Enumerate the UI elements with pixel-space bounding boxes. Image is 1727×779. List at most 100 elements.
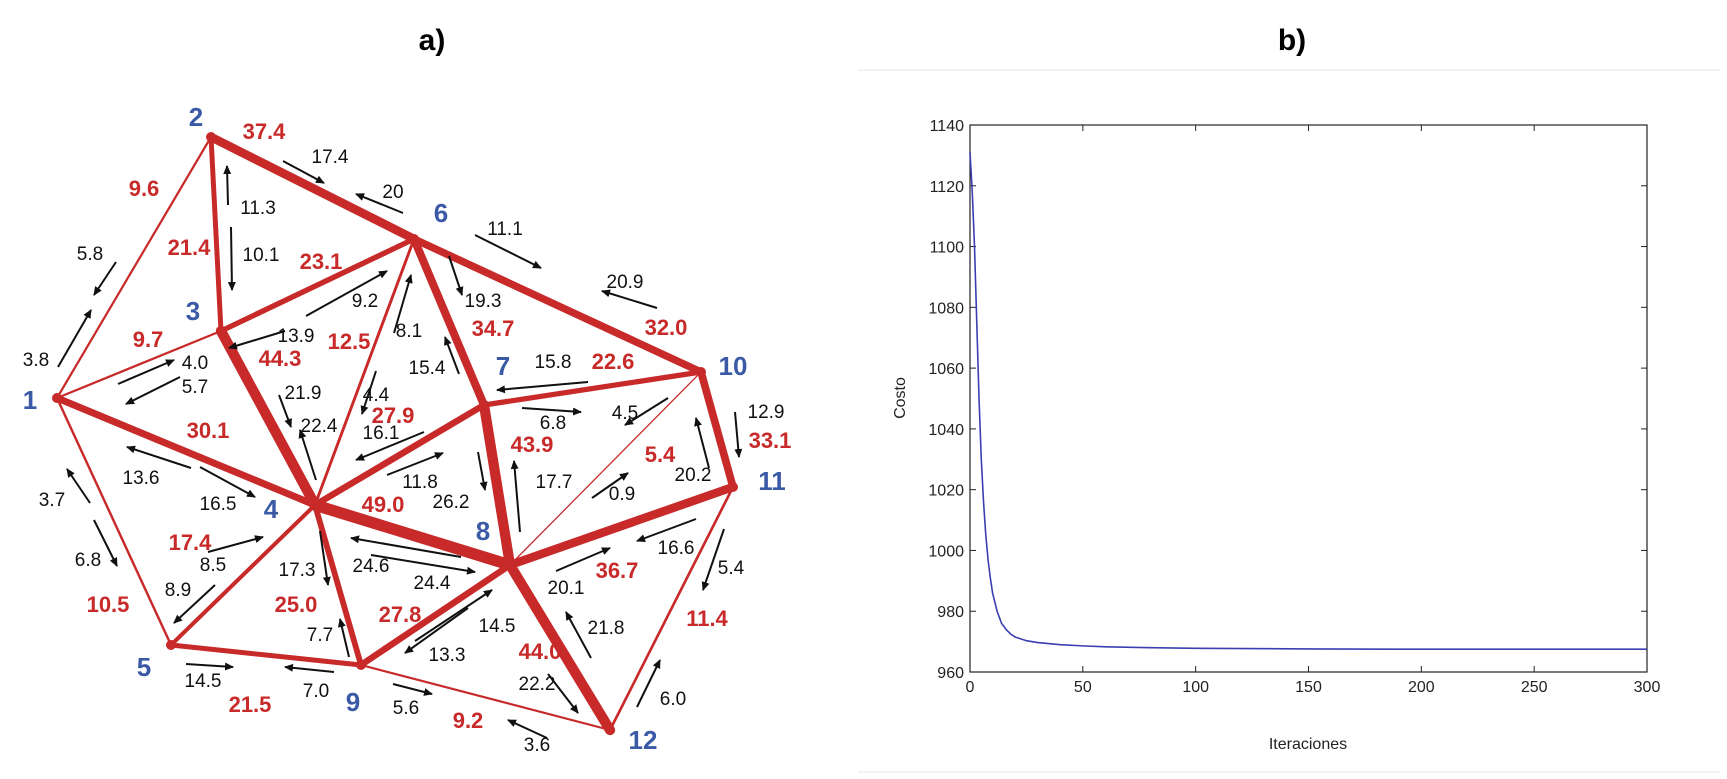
edge-8-11	[505, 482, 738, 570]
flow-arrow-5-9-2	[284, 663, 335, 673]
flow-arrow-8-10-2	[591, 472, 629, 499]
flow-value-4-7-2: 11.8	[402, 472, 438, 493]
edge-value-1-3: 9.7	[133, 327, 164, 352]
flow-value-4-8-1: 24.6	[353, 556, 390, 577]
y-tick-label: 1100	[930, 240, 965, 257]
node-label-10: 10	[719, 351, 748, 381]
flow-value-2-6-2: 20	[382, 182, 403, 203]
panel-b: b) 0 50 100 150 200 250 300 960 980 1000 1020 1040 1…	[858, 24, 1720, 773]
node-label-4: 4	[264, 494, 279, 524]
flow-arrow-8-9-1	[414, 589, 493, 642]
node-1	[52, 393, 62, 403]
x-tick-label: 200	[1408, 679, 1435, 696]
node-6	[409, 234, 419, 244]
edge-4-8	[309, 499, 516, 571]
flow-arrow-9-12-2	[507, 719, 548, 739]
flow-value-11-12-1: 5.4	[718, 558, 745, 579]
node-label-3: 3	[186, 296, 200, 326]
edge-4-7	[311, 401, 488, 509]
flow-value-7-8-2: 17.7	[536, 472, 573, 493]
x-tick-label: 250	[1521, 679, 1548, 696]
flow-arrow-8-10-1	[624, 397, 669, 426]
flow-value-1-5-2: 6.8	[75, 550, 101, 571]
flow-arrow-7-8-1	[477, 451, 488, 491]
node-label-1: 1	[23, 385, 37, 415]
flow-arrow-1-4-1	[126, 445, 192, 469]
x-tick-label: 0	[966, 679, 975, 696]
x-tick-label: 100	[1182, 679, 1209, 696]
node-7	[479, 400, 489, 410]
flow-value-7-8-1: 26.2	[433, 492, 470, 513]
flow-arrow-4-5-1	[207, 535, 264, 553]
flow-value-4-5-2: 8.9	[165, 580, 191, 601]
flow-value-1-2-1: 5.8	[77, 244, 103, 265]
edge-value-6-7: 34.7	[472, 316, 515, 341]
y-tick-label: 1080	[928, 300, 964, 317]
flow-value-4-7-1: 16.1	[363, 423, 400, 444]
flow-arrow-3-6-1	[305, 270, 388, 317]
flow-arrow-1-4-2	[199, 466, 256, 498]
flow-arrow-3-4-2	[298, 429, 317, 481]
flow-arrow-10-11-2	[694, 417, 710, 469]
node-label-6: 6	[434, 198, 448, 228]
flow-arrow-4-7-2	[386, 452, 444, 476]
cost-curve	[969, 152, 1647, 651]
edge-value-3-4: 44.3	[259, 346, 302, 371]
flow-value-2-3-2: 10.1	[243, 245, 280, 266]
y-tick-label: 1040	[928, 422, 964, 439]
plot-frame	[969, 124, 1648, 673]
flow-arrow-1-5-1	[66, 468, 91, 504]
flow-value-8-12-1: 21.8	[588, 618, 625, 639]
flow-value-9-12-2: 3.6	[524, 735, 550, 756]
flow-value-1-4-2: 16.5	[200, 494, 237, 515]
flow-value-8-10-2: 0.9	[609, 484, 635, 505]
flow-value-10-11-2: 20.2	[675, 465, 712, 486]
flow-arrow-6-10-2	[601, 289, 658, 309]
edge-value-2-6: 37.4	[243, 119, 287, 144]
edge-2-3	[208, 134, 224, 334]
edge-value-9-12: 9.2	[453, 708, 484, 733]
flow-value-8-11-2: 20.1	[548, 578, 585, 599]
node-label-8: 8	[476, 516, 490, 546]
flow-value-5-9-2: 7.0	[303, 681, 329, 702]
flow-value-3-4-1: 21.9	[285, 383, 322, 404]
edge-value-10-11: 33.1	[749, 428, 792, 453]
edge-value-5-9: 21.5	[229, 692, 272, 717]
node-label-11: 11	[758, 466, 786, 496]
edge-8-12	[504, 559, 616, 736]
y-tick-label: 1000	[928, 543, 964, 560]
flow-value-3-6-1: 9.2	[352, 291, 378, 312]
flow-arrow-10-11-1	[734, 411, 743, 458]
axis-ticks: 0 50 100 150 200 250 300 960 980 1000 1020 1040 1060…	[928, 118, 1660, 696]
panel-a: a) 9.69.730.110.521.437.423.144.312.534.…	[23, 24, 792, 756]
edge-2-6	[206, 132, 419, 244]
flow-arrow-4-9-2	[337, 618, 350, 658]
edge-7-10	[481, 369, 704, 408]
flow-arrow-2-3-2	[227, 226, 236, 291]
edge-value-8-11: 36.7	[596, 558, 639, 583]
edge-value-11-12: 11.4	[686, 606, 728, 631]
flow-arrow-7-10-1	[496, 381, 589, 394]
edge-value-8-12: 44.0	[519, 639, 562, 664]
flow-arrow-8-9-2	[404, 607, 469, 654]
edge-value-7-10: 22.6	[592, 349, 635, 374]
flow-arrow-5-9-1	[185, 662, 234, 671]
flow-arrow-3-4-1	[278, 394, 292, 428]
flow-arrow-11-12-2	[636, 659, 661, 708]
node-10	[696, 367, 706, 377]
edge-value-8-9: 27.8	[379, 602, 422, 627]
edge-value-6-10: 32.0	[645, 315, 688, 340]
edge-5-9	[168, 642, 364, 668]
network-edges: 9.69.730.110.521.437.423.144.312.534.7 32…	[53, 119, 792, 736]
flow-arrow-4-8-2	[370, 554, 476, 575]
flow-arrow-4-8-1	[350, 535, 462, 558]
flow-arrow-2-6-1	[282, 160, 325, 184]
node-9	[356, 660, 366, 670]
flow-arrow-4-5-2	[173, 584, 216, 624]
edge-value-1-4: 30.1	[187, 418, 230, 443]
flow-arrow-4-9-1	[319, 530, 331, 586]
flow-value-2-6-1: 17.4	[312, 147, 349, 168]
edge-4-9	[312, 502, 364, 668]
edge-value-2-3: 21.4	[168, 235, 212, 260]
